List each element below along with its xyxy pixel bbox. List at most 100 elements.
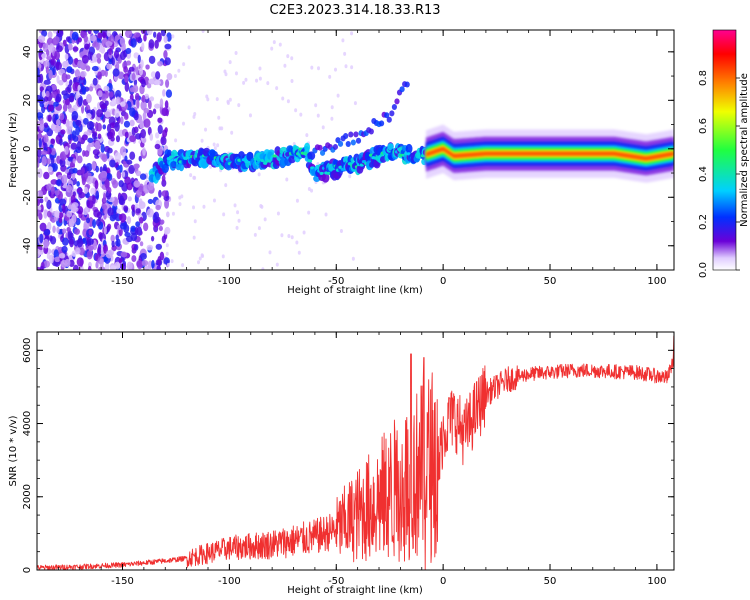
ridge-blob [307,151,316,161]
noise-blob [88,229,93,236]
x-tick-label: 50 [544,576,557,587]
noise-dot [310,65,314,70]
noise-blob [131,255,137,263]
noise-blob [161,179,167,187]
y-tick-label: 4000 [22,411,33,436]
noise-blob [65,184,73,193]
noise-blob [86,120,95,130]
noise-blob [97,246,102,256]
noise-blob [165,108,169,117]
noise-dot [200,253,204,258]
noise-dot [230,130,234,135]
noise-dot [192,205,196,210]
noise-blob [153,217,160,224]
noise-blob [141,42,145,51]
noise-blob [47,31,53,39]
noise-dot [258,76,262,81]
noise-blob [110,265,116,270]
noise-blob [43,228,51,236]
noise-blob [74,69,81,78]
noise-blob [147,198,154,205]
noise-blob [37,94,42,103]
noise-blob [56,179,62,187]
noise-blob [112,206,117,217]
branch-blob [378,120,385,127]
noise-blob [77,134,82,144]
noise-blob [140,59,144,68]
noise-blob [43,171,50,180]
noise-blob [126,216,132,225]
noise-blob [43,122,49,128]
ridge-core [319,171,324,176]
branch-blob [355,137,362,144]
noise-blob [158,189,162,198]
noise-blob [45,90,50,98]
noise-dot [348,174,352,179]
y-tick-label: 6000 [22,338,33,363]
noise-blob [114,121,120,132]
noise-blob [71,110,79,121]
noise-blob [77,96,83,107]
noise-dot [212,198,216,203]
noise-blob [81,176,86,186]
noise-blob [139,173,147,180]
noise-blob [59,198,67,206]
noise-dot [276,211,280,216]
noise-blob [81,54,89,64]
noise-blob [143,118,151,128]
noise-blob [39,233,44,244]
noise-dot [244,77,248,82]
noise-blob [150,235,155,242]
y-tick-label: 20 [22,94,33,107]
noise-blob [106,63,113,70]
noise-blob [118,180,124,188]
ridge-blob [288,155,296,164]
noise-blob [97,133,102,140]
noise-blob [52,30,58,34]
noise-blob [38,35,46,43]
noise-blob [38,190,44,199]
noise-blob [37,112,44,119]
noise-blob [97,90,103,98]
noise-blob [39,265,44,270]
x-tick-label: -50 [328,576,344,587]
noise-blob [147,100,152,110]
x-tick-label: -100 [218,276,241,287]
noise-blob [62,228,67,234]
noise-blob [72,158,76,164]
noise-blob [66,66,73,73]
noise-blob [52,65,56,76]
noise-dot [290,56,294,61]
noise-dot [234,71,238,76]
noise-blob [56,226,60,234]
noise-dot [182,62,186,67]
noise-blob [87,265,92,270]
noise-blob [128,164,135,174]
noise-blob [37,148,42,158]
noise-blob [47,210,52,218]
noise-dot [198,256,202,261]
noise-blob [163,50,168,59]
noise-blob [99,166,103,173]
noise-dot [310,188,314,193]
noise-blob [133,180,141,188]
noise-dot [305,133,309,138]
noise-blob [134,226,139,236]
noise-blob [41,156,47,166]
noise-blob [67,84,72,94]
noise-blob [116,238,121,247]
noise-blob [146,244,154,251]
noise-blob [66,172,72,180]
noise-blob [159,251,165,261]
noise-dot [295,240,299,245]
noise-blob [157,124,163,135]
noise-blob [96,109,104,118]
noise-blob [89,34,97,42]
noise-dot [228,60,232,65]
noise-blob [71,214,77,224]
branch-blob [394,98,400,105]
noise-blob [101,204,108,210]
noise-dot [234,51,238,56]
noise-dot [281,96,285,101]
spectrogram-x-label: Height of straight line (km) [287,285,423,296]
